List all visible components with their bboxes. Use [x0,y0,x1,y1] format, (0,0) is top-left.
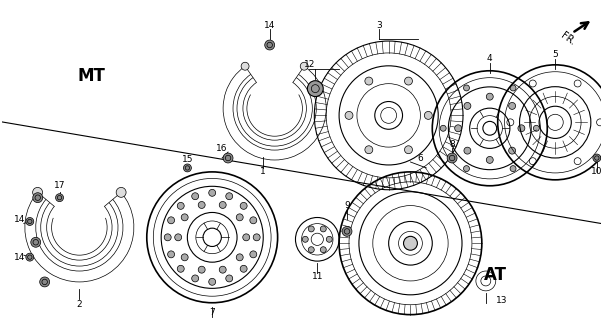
Circle shape [241,62,249,70]
Circle shape [184,164,191,172]
Circle shape [486,93,493,100]
Text: 14: 14 [14,253,25,262]
Circle shape [308,226,314,232]
Circle shape [181,254,188,261]
Circle shape [593,154,601,162]
Circle shape [455,125,461,132]
Circle shape [509,147,516,154]
Circle shape [26,218,34,225]
Circle shape [191,193,199,200]
Circle shape [342,227,352,236]
Text: 14: 14 [264,21,275,30]
Text: 17: 17 [54,181,65,190]
Circle shape [308,247,314,253]
Circle shape [236,254,243,261]
Circle shape [425,111,432,119]
Text: 11: 11 [312,272,323,282]
Circle shape [243,234,249,241]
Circle shape [240,265,247,272]
Text: 12: 12 [304,60,315,69]
Circle shape [181,214,188,221]
Text: 1: 1 [260,167,266,176]
Text: 9: 9 [344,201,350,210]
Circle shape [403,236,417,250]
Circle shape [236,214,243,221]
Circle shape [486,156,493,164]
Circle shape [405,146,413,154]
Circle shape [326,236,332,242]
Circle shape [365,77,373,85]
Circle shape [440,125,446,131]
Circle shape [40,277,50,287]
Circle shape [464,102,471,109]
Text: 7: 7 [210,308,215,317]
Circle shape [226,275,233,282]
Circle shape [223,153,233,163]
Circle shape [219,202,226,208]
Circle shape [31,237,40,247]
Circle shape [26,253,34,261]
Circle shape [177,202,184,209]
Circle shape [320,226,326,232]
Circle shape [209,278,216,285]
Circle shape [56,194,63,202]
Circle shape [510,166,516,172]
Circle shape [307,81,323,97]
Circle shape [345,111,353,119]
Text: FR.: FR. [559,31,577,47]
Text: 2: 2 [77,300,82,309]
Circle shape [33,193,43,203]
Circle shape [300,62,308,70]
Text: 6: 6 [417,154,423,163]
Text: 13: 13 [496,296,507,305]
Circle shape [464,147,471,154]
Circle shape [168,217,175,224]
Circle shape [226,193,233,200]
Circle shape [533,125,539,131]
Circle shape [365,146,373,154]
Circle shape [240,202,247,209]
Circle shape [191,275,199,282]
Circle shape [265,40,275,50]
Circle shape [320,247,326,253]
Circle shape [447,153,457,163]
Circle shape [168,251,175,258]
Text: 8: 8 [449,140,455,148]
Circle shape [177,265,184,272]
Circle shape [33,188,42,197]
Circle shape [509,102,516,109]
Text: 10: 10 [591,167,603,176]
Circle shape [405,77,413,85]
Circle shape [250,217,257,224]
Circle shape [175,234,182,241]
Circle shape [164,234,171,241]
Circle shape [518,125,525,132]
Circle shape [510,85,516,91]
Text: AT: AT [484,266,507,284]
Text: 4: 4 [487,54,493,63]
Circle shape [219,266,226,273]
Text: 3: 3 [376,21,382,30]
Circle shape [303,236,308,242]
Text: MT: MT [77,67,105,85]
Text: 15: 15 [182,156,193,164]
Circle shape [198,266,205,273]
Circle shape [116,188,126,197]
Circle shape [463,166,469,172]
Circle shape [209,189,216,196]
Circle shape [253,234,260,241]
Circle shape [463,85,469,91]
Text: 14: 14 [14,215,25,224]
Circle shape [198,202,205,208]
Text: 16: 16 [216,144,228,153]
Circle shape [250,251,257,258]
Text: 5: 5 [552,51,558,60]
